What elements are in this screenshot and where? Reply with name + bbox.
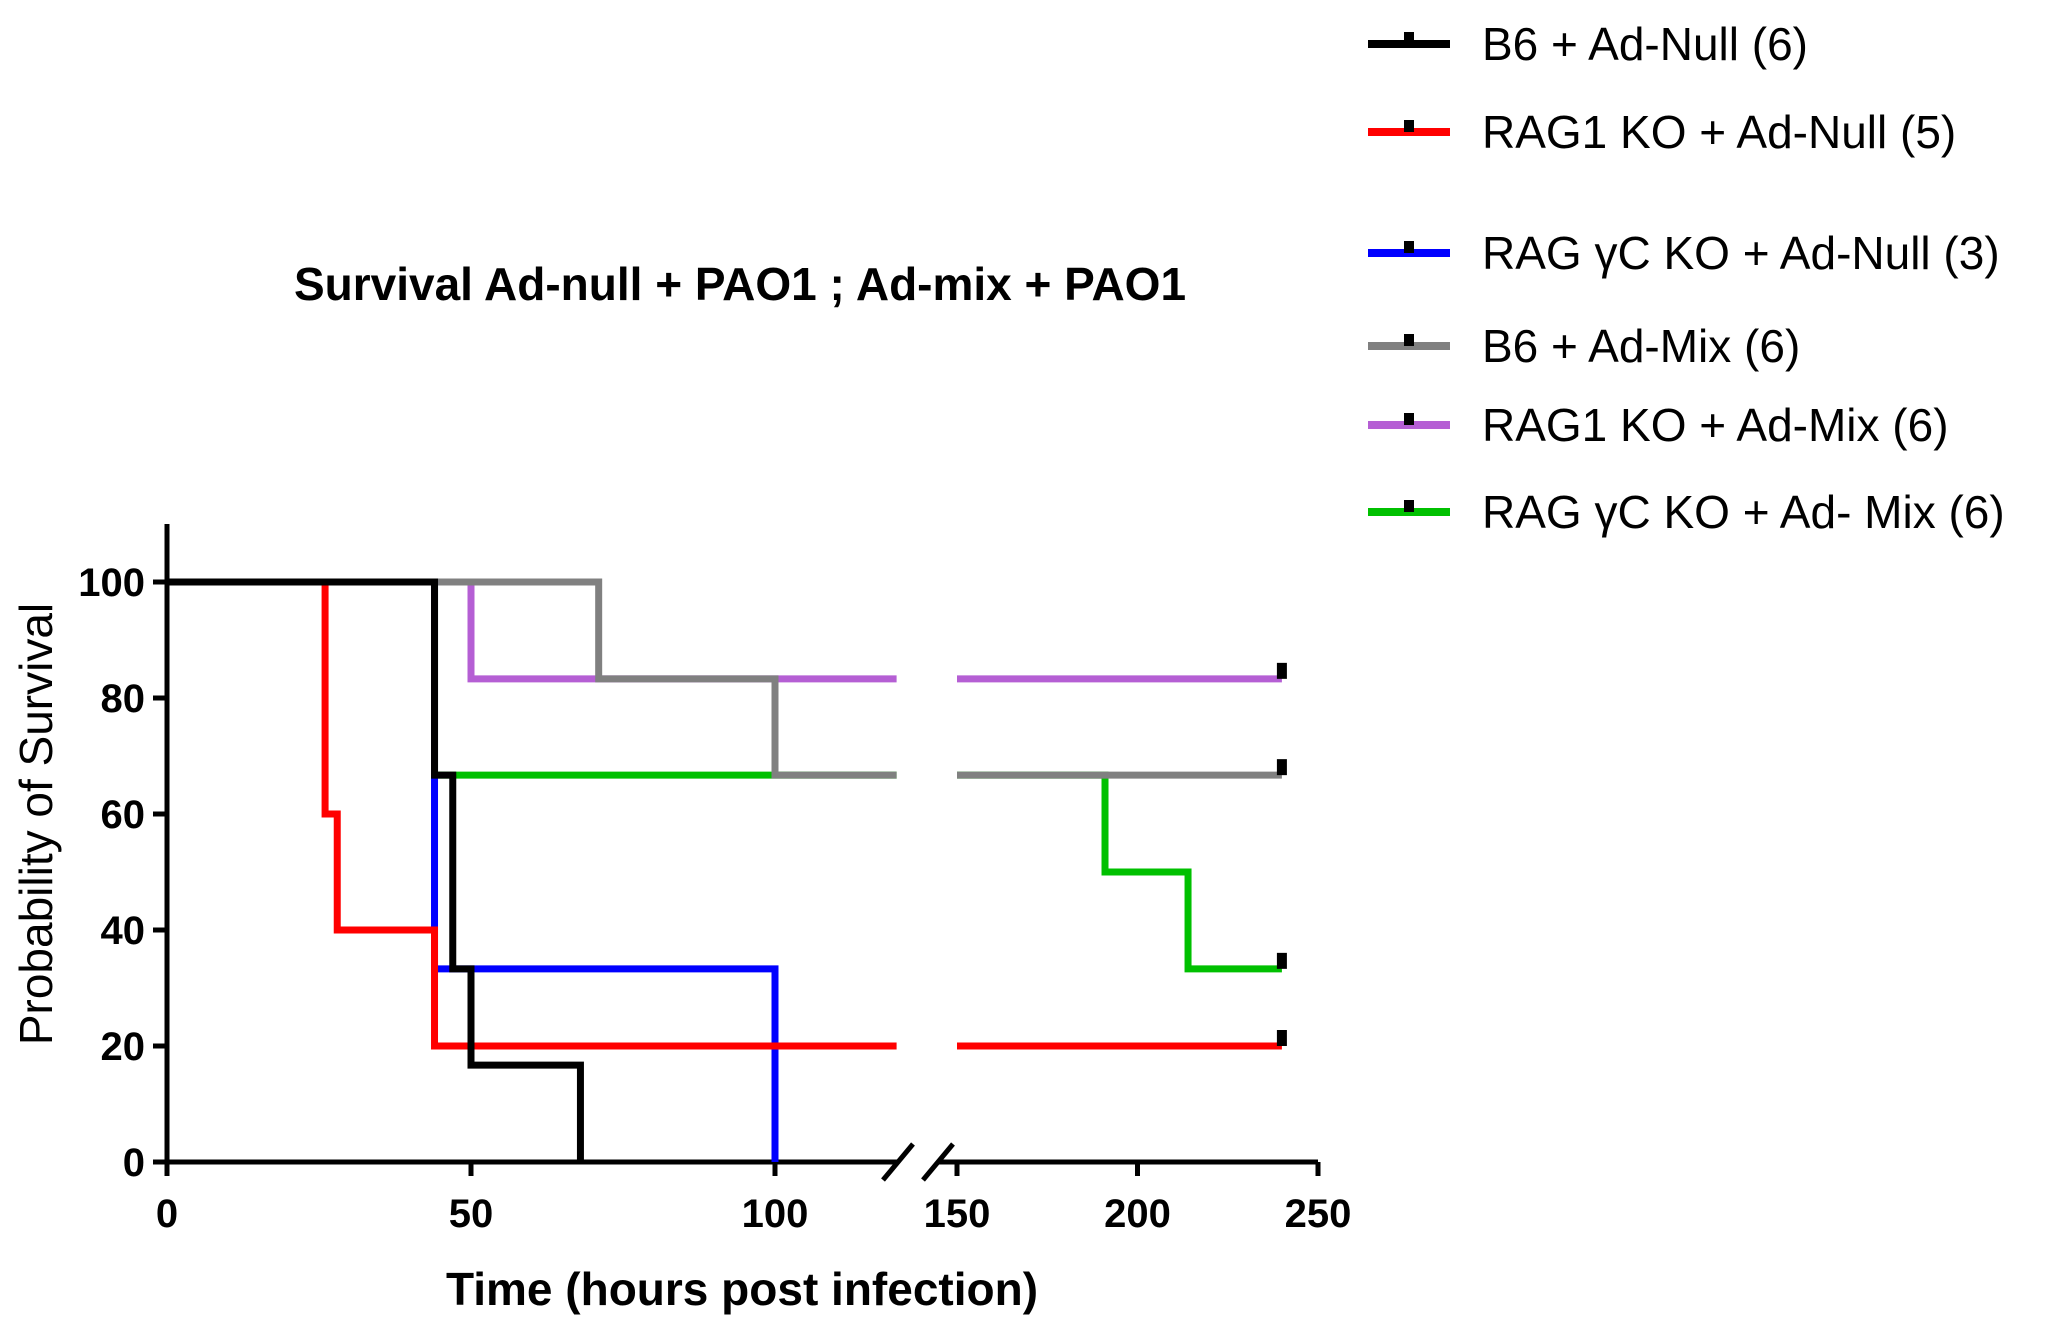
y-tick-label: 20 <box>101 1025 146 1069</box>
x-tick-label: 250 <box>1285 1192 1352 1236</box>
axis-break-mark <box>921 1142 955 1182</box>
censor-mark <box>1276 1030 1287 1046</box>
y-tick-label: 60 <box>101 793 146 837</box>
legend-label: RAG γC KO + Ad- Mix (6) <box>1482 486 2005 538</box>
y-tick-label: 40 <box>101 909 146 953</box>
series-line-b6-ad-null-6 <box>167 578 584 1162</box>
x-tick-label: 150 <box>924 1192 991 1236</box>
x-tick-label: 200 <box>1104 1192 1171 1236</box>
y-tick-label: 100 <box>78 561 145 605</box>
series-line-rag1-ko-ad-mix-6 <box>167 578 1282 683</box>
censor-mark <box>1276 952 1287 969</box>
legend-censor-mark <box>1404 334 1414 346</box>
series-line-rag1-ko-ad-null-5 <box>167 578 1282 1050</box>
series-line-b6-ad-mix-6 <box>167 578 1282 779</box>
legend-censor-mark <box>1404 120 1414 132</box>
legend-label: RAG1 KO + Ad-Null (5) <box>1482 106 1956 158</box>
axis-break-mark <box>881 1142 915 1182</box>
x-axis-title: Time (hours post infection) <box>446 1263 1038 1315</box>
censor-mark <box>1276 662 1287 679</box>
axes: 0 20 40 60 80 100 0 50 100 150 200 250 <box>78 524 1351 1236</box>
x-tick-label: 50 <box>449 1192 494 1236</box>
x-tick-label: 0 <box>156 1192 178 1236</box>
legend-censor-mark <box>1404 413 1414 425</box>
legend-censor-mark <box>1404 500 1414 512</box>
y-tick-label: 0 <box>123 1141 145 1185</box>
legend: B6 + Ad-Null (6) RAG1 KO + Ad-Null (5) RAG… <box>1368 18 2005 538</box>
chart-title: Survival Ad-null + PAO1 ; Ad-mix + PAO1 <box>294 258 1186 310</box>
legend-label: B6 + Ad-Null (6) <box>1482 18 1808 70</box>
legend-censor-mark <box>1404 241 1414 253</box>
legend-label: RAG γC KO + Ad-Null (3) <box>1482 227 2000 279</box>
legend-label: RAG1 KO + Ad-Mix (6) <box>1482 399 1949 451</box>
x-tick-label: 100 <box>742 1192 809 1236</box>
legend-label: B6 + Ad-Mix (6) <box>1482 320 1800 372</box>
series-group <box>167 578 1287 1162</box>
censor-mark <box>1276 759 1287 776</box>
y-tick-label: 80 <box>101 677 146 721</box>
legend-censor-mark <box>1404 32 1414 44</box>
y-axis-title: Probability of Survival <box>10 603 62 1045</box>
